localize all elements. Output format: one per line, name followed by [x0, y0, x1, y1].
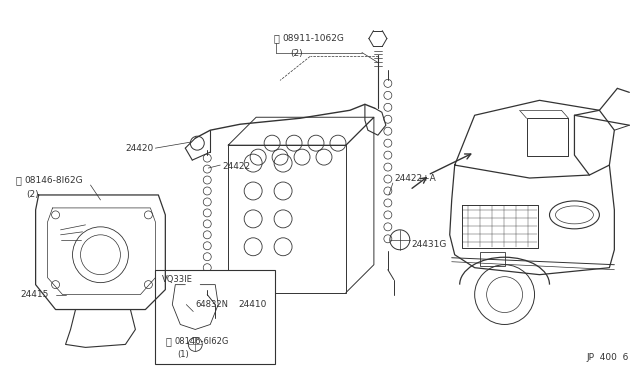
Text: 08911-1062G: 08911-1062G — [282, 34, 344, 43]
Bar — [527, 118, 568, 156]
Text: 08146-6l62G: 08146-6l62G — [174, 337, 228, 346]
Text: 24415: 24415 — [20, 290, 49, 299]
Text: 24410: 24410 — [238, 299, 266, 309]
Text: 24422: 24422 — [222, 162, 250, 171]
Text: 64832N: 64832N — [195, 299, 228, 309]
Bar — [479, 252, 504, 266]
Text: Ⓑ: Ⓑ — [16, 175, 22, 185]
Text: 08146-8l62G: 08146-8l62G — [25, 176, 83, 185]
Text: 24422+A: 24422+A — [395, 173, 436, 183]
Text: VQ33IE: VQ33IE — [163, 275, 193, 284]
Bar — [228, 145, 346, 293]
Text: (2): (2) — [290, 48, 303, 58]
Text: Ⓑ: Ⓑ — [165, 336, 172, 346]
Text: (2): (2) — [27, 190, 39, 199]
Text: 24431G: 24431G — [412, 240, 447, 249]
Text: 24420: 24420 — [125, 144, 154, 153]
Text: Ⓝ: Ⓝ — [273, 33, 279, 44]
Text: JP  400  6: JP 400 6 — [587, 353, 629, 362]
Text: (1): (1) — [177, 350, 189, 359]
Bar — [156, 270, 275, 364]
